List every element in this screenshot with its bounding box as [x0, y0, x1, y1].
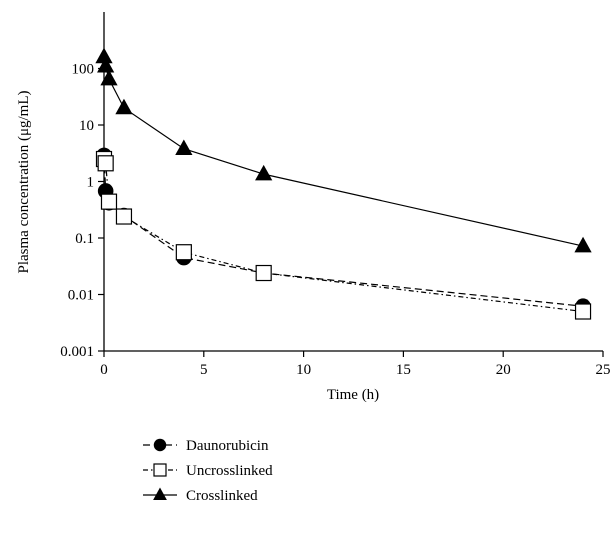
- legend-marker: [153, 438, 167, 452]
- x-tick-label: 25: [596, 362, 611, 378]
- y-tick-label: 0.01: [68, 288, 94, 304]
- data-point: [97, 155, 114, 172]
- y-tick-label: 10: [79, 118, 94, 134]
- x-tick-label: 0: [100, 362, 108, 378]
- legend-label: Uncrosslinked: [186, 463, 273, 479]
- legend-label: Crosslinked: [186, 488, 258, 504]
- data-point: [97, 56, 115, 73]
- x-tick-label: 20: [496, 362, 511, 378]
- legend-item: Crosslinked: [143, 487, 258, 504]
- x-ticks: 0 5 10 15 20 25: [100, 351, 611, 378]
- x-tick-label: 10: [296, 362, 311, 378]
- y-axis-title: Plasma concentration (μg/mL): [16, 91, 32, 274]
- series-layer: [95, 47, 592, 320]
- series-crosslinked: [95, 47, 592, 253]
- x-tick-label: 15: [396, 362, 411, 378]
- data-point: [574, 236, 592, 253]
- data-point: [95, 47, 113, 64]
- data-point: [100, 193, 118, 210]
- series-line: [103, 56, 584, 247]
- data-point: [115, 98, 133, 115]
- data-point: [100, 69, 118, 86]
- data-point: [255, 264, 272, 282]
- y-tick-label: 0.1: [75, 231, 94, 247]
- legend-marker: [153, 463, 167, 477]
- data-point: [255, 164, 273, 181]
- legend: Daunorubicin Uncrosslinked Crosslinked: [143, 438, 273, 504]
- x-axis-title: Time (h): [327, 387, 379, 403]
- y-tick-label: 1: [87, 175, 95, 191]
- legend-item: Uncrosslinked: [143, 463, 273, 479]
- x-tick-label: 5: [200, 362, 208, 378]
- y-ticks: 0.001 0.01 0.1 1 10 100: [60, 62, 104, 360]
- series-line: [103, 155, 584, 307]
- y-tick-label: 0.001: [60, 344, 94, 360]
- data-point: [175, 244, 192, 261]
- data-point: [574, 303, 592, 320]
- legend-item: Daunorubicin: [143, 438, 269, 454]
- y-tick-label: 100: [72, 62, 95, 78]
- series-uncrosslinked: [95, 150, 592, 320]
- series-line: [103, 158, 584, 313]
- data-point: [115, 208, 133, 225]
- legend-marker: [153, 487, 167, 501]
- legend-label: Daunorubicin: [186, 438, 269, 454]
- data-point: [175, 139, 193, 156]
